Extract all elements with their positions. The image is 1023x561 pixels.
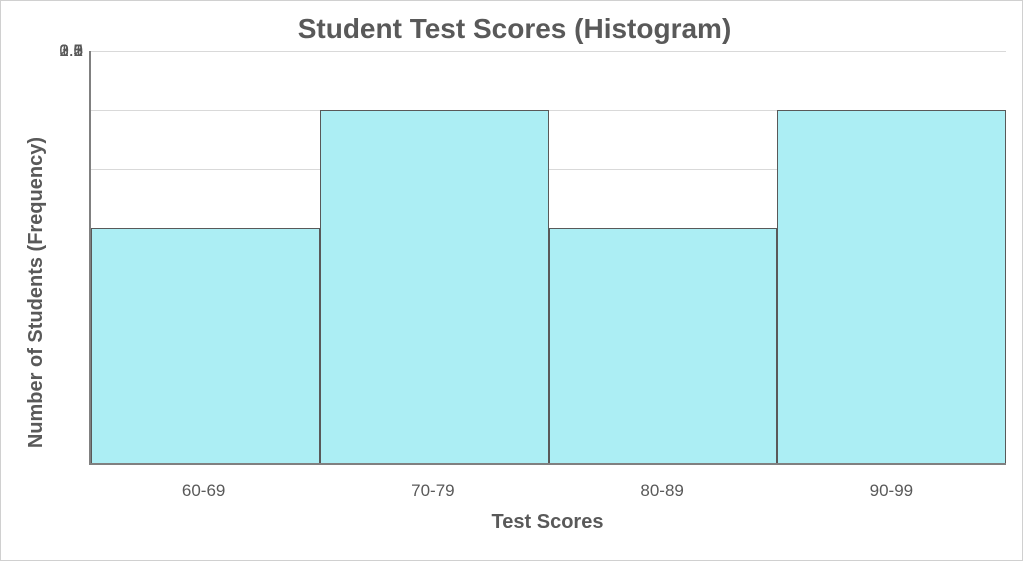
yaxis-title: Number of Students (Frequency) (23, 137, 49, 448)
xtick-label: 70-79 (318, 477, 547, 507)
chart-title: Student Test Scores (Histogram) (23, 13, 1006, 45)
bars-region (91, 51, 1006, 463)
plot-column: 60-6970-7980-8990-99 Test Scores (89, 51, 1006, 534)
xtick-row: 60-6970-7980-8990-99 (89, 477, 1006, 507)
ytick-label: 3.5 (59, 41, 83, 61)
chart-container: Student Test Scores (Histogram) Number o… (0, 0, 1023, 561)
bar-slot (549, 51, 778, 463)
chart-inner: Number of Students (Frequency) 00.511.52… (23, 51, 1006, 534)
bar-slot (320, 51, 549, 463)
ytick-col: 00.511.522.533.5 (53, 51, 89, 534)
histogram-bar (320, 110, 549, 463)
xaxis-title: Test Scores (89, 511, 1006, 534)
histogram-bar (777, 110, 1006, 463)
xtick-label: 80-89 (548, 477, 777, 507)
histogram-bar (549, 228, 778, 463)
histogram-bar (91, 228, 320, 463)
xtick-label: 60-69 (89, 477, 318, 507)
plot-area (89, 51, 1006, 465)
yaxis-title-wrap: Number of Students (Frequency) (23, 51, 49, 534)
bar-slot (777, 51, 1006, 463)
xtick-label: 90-99 (777, 477, 1006, 507)
bar-slot (91, 51, 320, 463)
